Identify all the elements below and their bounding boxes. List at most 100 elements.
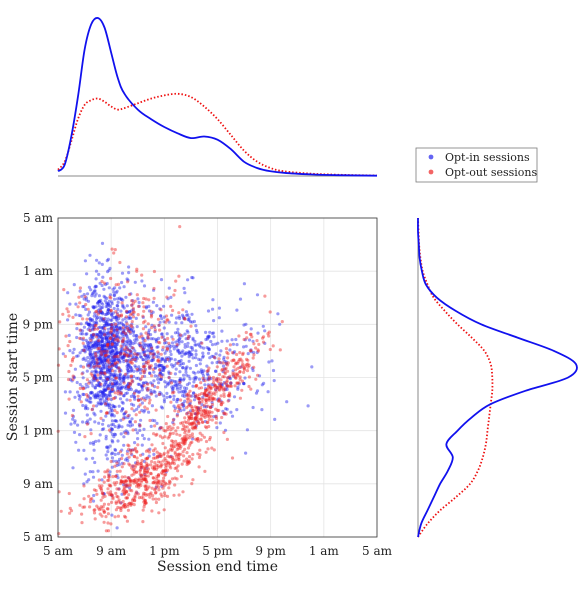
opt-out-point bbox=[78, 301, 82, 305]
opt-out-point bbox=[157, 497, 161, 501]
opt-in-point bbox=[102, 389, 106, 393]
opt-out-point bbox=[141, 465, 145, 469]
opt-out-point bbox=[226, 394, 230, 398]
opt-out-point bbox=[124, 431, 128, 435]
opt-out-point bbox=[219, 394, 223, 398]
opt-out-point bbox=[101, 491, 105, 495]
opt-in-point bbox=[99, 357, 103, 361]
opt-in-point bbox=[122, 374, 126, 378]
opt-in-point bbox=[128, 358, 132, 362]
opt-in-point bbox=[106, 270, 110, 274]
opt-in-point bbox=[177, 359, 181, 364]
opt-out-point bbox=[140, 478, 144, 483]
opt-out-point bbox=[77, 295, 81, 299]
opt-in-point bbox=[126, 346, 130, 350]
opt-in-point bbox=[160, 356, 164, 360]
opt-out-point bbox=[125, 489, 129, 494]
opt-in-point bbox=[106, 365, 110, 369]
opt-out-point bbox=[129, 449, 133, 453]
opt-out-point bbox=[161, 469, 165, 473]
opt-in-point bbox=[104, 334, 108, 338]
opt-in-point bbox=[105, 301, 109, 305]
opt-out-point bbox=[242, 337, 246, 342]
opt-in-point bbox=[189, 320, 193, 324]
right-marginal-density-plot bbox=[417, 217, 578, 538]
opt-in-point bbox=[232, 395, 237, 399]
opt-out-point bbox=[174, 279, 178, 283]
opt-in-point bbox=[114, 352, 119, 356]
opt-out-point bbox=[188, 422, 192, 426]
opt-out-point bbox=[200, 400, 204, 404]
opt-out-point bbox=[119, 344, 123, 348]
opt-in-point bbox=[163, 365, 167, 369]
opt-in-point bbox=[187, 351, 191, 355]
opt-out-point bbox=[183, 439, 187, 444]
opt-in-point bbox=[122, 374, 126, 378]
opt-out-point bbox=[105, 344, 109, 348]
opt-out-point bbox=[196, 452, 200, 456]
opt-out-point bbox=[161, 469, 165, 473]
opt-in-point bbox=[111, 348, 115, 353]
opt-in-point bbox=[121, 342, 125, 346]
opt-in-point bbox=[105, 396, 109, 401]
opt-out-point bbox=[148, 495, 152, 499]
opt-in-point bbox=[73, 419, 77, 423]
opt-in-point bbox=[110, 377, 114, 381]
opt-out-point bbox=[191, 421, 195, 425]
opt-out-point bbox=[220, 368, 224, 372]
opt-in-point bbox=[85, 292, 90, 296]
opt-in-point bbox=[107, 402, 111, 406]
opt-out-point bbox=[106, 473, 111, 477]
opt-in-point bbox=[79, 322, 83, 326]
opt-out-point bbox=[113, 361, 118, 365]
opt-in-point bbox=[215, 426, 219, 430]
opt-out-point bbox=[109, 484, 113, 488]
opt-in-point bbox=[129, 350, 133, 354]
opt-in-point bbox=[99, 354, 103, 358]
opt-in-point bbox=[100, 332, 104, 336]
opt-in-point bbox=[112, 337, 116, 341]
opt-in-point bbox=[93, 311, 97, 315]
opt-in-point bbox=[158, 377, 162, 381]
opt-out-point bbox=[162, 479, 166, 483]
opt-out-point bbox=[200, 391, 204, 396]
opt-in-point bbox=[105, 281, 109, 286]
opt-out-point bbox=[151, 476, 155, 480]
opt-out-point bbox=[187, 430, 191, 434]
opt-out-point bbox=[186, 334, 191, 338]
opt-out-point bbox=[118, 450, 122, 454]
opt-in-point bbox=[103, 333, 107, 337]
opt-in-point bbox=[100, 317, 104, 321]
opt-out-point bbox=[81, 386, 86, 390]
opt-in-point bbox=[96, 360, 100, 364]
opt-out-point bbox=[102, 480, 106, 484]
opt-in-point bbox=[193, 394, 197, 399]
opt-out-point bbox=[187, 421, 191, 425]
opt-out-point bbox=[197, 411, 201, 415]
opt-out-point bbox=[199, 409, 204, 413]
opt-out-point bbox=[109, 459, 113, 464]
opt-out-point bbox=[207, 397, 211, 401]
opt-out-point bbox=[181, 436, 185, 440]
opt-in-point bbox=[162, 341, 167, 345]
opt-out-point bbox=[142, 491, 146, 495]
opt-out-point bbox=[96, 347, 100, 351]
opt-in-point bbox=[113, 355, 117, 359]
opt-out-point bbox=[194, 426, 198, 430]
opt-out-point bbox=[125, 326, 130, 330]
opt-in-point bbox=[92, 373, 96, 377]
opt-in-point bbox=[132, 395, 137, 399]
opt-out-point bbox=[83, 505, 87, 509]
opt-out-point bbox=[151, 352, 155, 356]
opt-out-point bbox=[166, 336, 170, 341]
opt-in-point bbox=[197, 397, 201, 401]
opt-out-point bbox=[102, 317, 106, 321]
opt-out-point bbox=[143, 319, 147, 323]
opt-in-point bbox=[102, 364, 106, 369]
opt-in-point bbox=[204, 330, 208, 334]
opt-out-point bbox=[157, 473, 161, 477]
opt-out-point bbox=[214, 415, 218, 419]
opt-in-point bbox=[101, 325, 106, 329]
opt-out-point bbox=[173, 409, 177, 413]
opt-in-point bbox=[136, 382, 140, 386]
